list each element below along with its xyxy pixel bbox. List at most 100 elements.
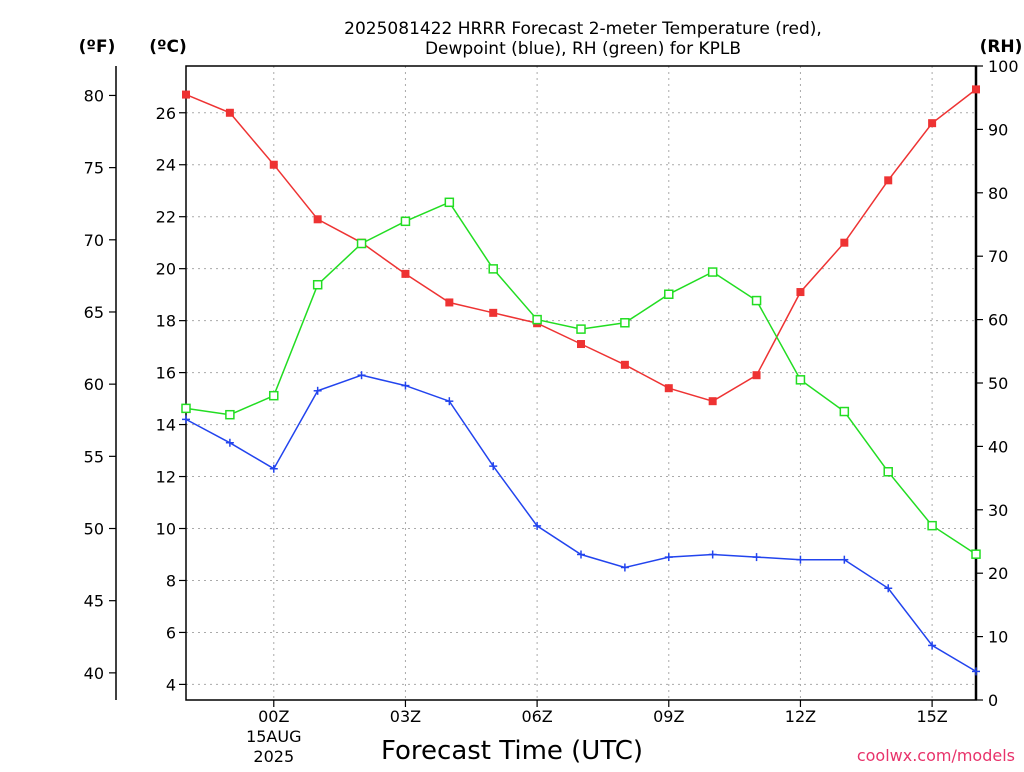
rh-point [356,238,367,249]
dewpoint-point [664,553,673,562]
temperature-point [928,119,937,128]
temperature-point [664,384,673,393]
celsius-tick-label: 16 [156,364,176,383]
temperature-point [225,108,234,117]
rh-tick-label: 10 [988,628,1008,647]
celsius-tick-label: 12 [156,468,176,487]
dewpoint-point [445,397,454,406]
rh-tick-label: 30 [988,501,1008,520]
temperature-point [620,360,629,369]
rh-tick-label: 90 [988,120,1008,139]
dewpoint-point [357,371,366,380]
celsius-tick-label: 24 [156,156,176,175]
x-axis-label: Forecast Time (UTC) [381,736,643,766]
temperature-point [445,298,454,307]
rh-point [883,467,893,477]
x-tick-label: 15Z [916,707,947,726]
fahrenheit-tick-label: 50 [84,520,104,539]
dewpoint-point [533,521,542,530]
rh-point [795,375,806,385]
fahrenheit-tick-label: 60 [84,375,104,394]
fahrenheit-tick-label: 80 [84,86,104,105]
dewpoint-point [752,553,761,562]
rh-point [927,520,937,531]
rh-tick-label: 0 [988,691,998,710]
dewpoint-point [313,386,322,395]
fahrenheit-tick-label: 65 [84,303,104,322]
x-tick-label: 03Z [390,707,421,726]
dewpoint-point [620,563,629,572]
dewpoint-line [185,374,977,673]
rh-tick-label: 70 [988,247,1008,266]
celsius-tick-label: 4 [166,675,176,694]
x-tick-date-label: 15AUG [246,727,301,746]
celsius-tick-label: 20 [156,260,176,279]
fahrenheit-unit-label: (ºF) [79,37,116,57]
dewpoint-point [489,462,498,471]
rh-tick-label: 40 [988,437,1008,456]
temperature-point [752,371,761,380]
temperature-point [269,160,278,169]
chart-title-line1: 2025081422 HRRR Forecast 2-meter Tempera… [344,19,822,39]
rh-point [225,409,235,420]
celsius-tick-label: 6 [166,623,176,642]
rh-point [707,267,718,277]
temperature-point [313,215,322,224]
fahrenheit-tick-label: 45 [84,592,104,611]
temperature-point [840,238,849,247]
rh-point [664,289,674,299]
celsius-unit-label: (ºC) [149,37,187,57]
rh-tick-label: 60 [988,311,1008,330]
rh-point [400,216,411,227]
rh-unit-label: (RH) [980,37,1023,57]
rh-point [181,403,191,414]
x-tick-label: 12Z [785,707,816,726]
celsius-tick-label: 22 [156,208,176,227]
x-tick-year-label: 2025 [253,747,294,766]
data-series [181,85,981,676]
credit-text: coolwx.com/models [857,746,1015,765]
grid-lines [186,66,976,700]
rh-tick-label: 80 [988,184,1008,203]
rh-point [839,406,850,417]
rh-point [576,324,586,334]
dewpoint-point [269,464,278,473]
rh-point [751,295,762,306]
rh-point [532,314,542,325]
dewpoint-point [972,667,980,676]
celsius-tick-label: 10 [156,520,176,539]
fahrenheit-tick-label: 70 [84,231,104,250]
temperature-line [185,88,977,403]
chart-title-line2: Dewpoint (blue), RH (green) for KPLB [425,39,741,59]
dewpoint-point [928,641,937,650]
rh-point [620,318,630,328]
x-tick-label: 06Z [521,707,552,726]
dewpoint-point [708,550,717,559]
tick-labels: 4 6 8 10 12 14 16 18 20 22 24 26 40 45 50 55 60 65 70 75 80 0… [84,57,1019,766]
celsius-tick-label: 14 [156,416,176,435]
rh-point [971,549,981,559]
temperature-point [401,269,410,278]
rh-point [444,197,455,208]
temperature-point [884,176,893,185]
dewpoint-point [182,415,190,424]
x-tick-label: 00Z [258,707,289,726]
rh-tick-label: 20 [988,564,1008,583]
temperature-point [182,90,190,99]
dewpoint-point [796,555,805,564]
celsius-tick-label: 26 [156,104,176,123]
temperature-point [708,397,717,406]
temperature-point [489,308,498,317]
dewpoint-point [401,381,410,390]
rh-tick-label: 100 [988,57,1019,76]
rh-point [488,264,498,274]
celsius-tick-label: 18 [156,312,176,331]
rh-tick-label: 50 [988,374,1008,393]
dewpoint-point [840,555,849,564]
rh-line [185,201,977,555]
axes [115,65,978,701]
rh-point [269,390,279,401]
dewpoint-point [577,550,585,559]
